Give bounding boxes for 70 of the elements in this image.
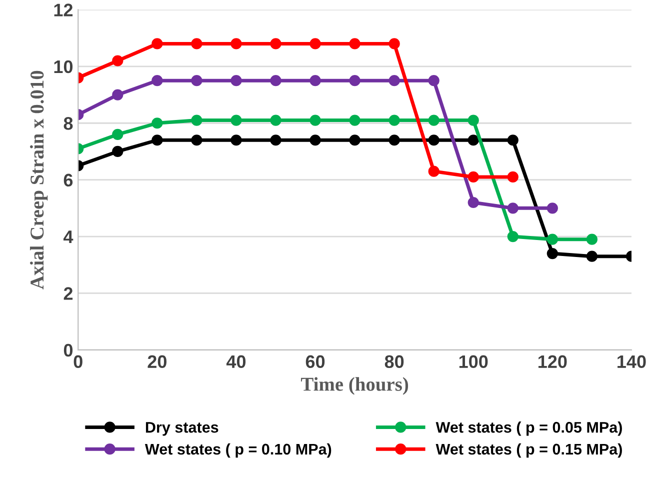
- point: [388, 114, 400, 126]
- point: [468, 134, 479, 146]
- point: [112, 128, 124, 140]
- point: [349, 114, 360, 126]
- point: [468, 196, 479, 208]
- point: [230, 114, 242, 126]
- point: [310, 38, 321, 50]
- y-tick-label: 8: [64, 117, 73, 130]
- point: [428, 134, 440, 146]
- point: [546, 234, 558, 245]
- point: [349, 38, 360, 50]
- legend-label: Wet states ( p = 0.05 MPa): [436, 422, 622, 436]
- point: [546, 202, 558, 214]
- point: [112, 146, 124, 158]
- x-axis-title: Time (hours): [300, 377, 408, 395]
- y-tick-label: 2: [64, 287, 73, 300]
- point: [112, 55, 124, 66]
- point: [507, 171, 518, 183]
- y-tick-label: 6: [64, 174, 73, 187]
- x-tick-label: 40: [226, 355, 246, 368]
- point: [191, 114, 202, 126]
- x-tick-label: 60: [306, 355, 325, 368]
- point: [468, 171, 479, 183]
- point: [270, 75, 282, 86]
- point: [310, 114, 321, 126]
- legend-label: Wet states ( p = 0.10 MPa): [144, 443, 332, 458]
- point: [349, 134, 360, 146]
- y-tick-label: 4: [63, 230, 74, 244]
- point: [270, 38, 282, 50]
- point: [349, 75, 360, 86]
- point: [191, 38, 202, 50]
- point: [152, 118, 163, 129]
- point: [388, 134, 400, 146]
- point: [270, 134, 282, 146]
- point: [191, 134, 202, 146]
- point: [388, 75, 400, 86]
- point: [310, 134, 321, 146]
- point: [152, 38, 163, 50]
- point: [152, 134, 163, 146]
- x-tick-label: 0: [74, 355, 82, 368]
- point: [388, 38, 400, 50]
- point: [507, 134, 518, 146]
- point: [152, 75, 163, 86]
- point: [230, 75, 242, 86]
- x-tick-label: 80: [384, 355, 404, 368]
- point: [468, 114, 479, 126]
- point: [428, 166, 440, 177]
- x-tick-label: 140: [618, 355, 646, 368]
- x-tick-label: 100: [459, 355, 488, 368]
- point: [428, 114, 440, 126]
- point: [230, 134, 242, 146]
- point: [310, 75, 321, 86]
- point: [546, 248, 558, 260]
- y-tick-label: 12: [54, 4, 73, 16]
- point: [507, 202, 518, 214]
- point: [230, 38, 242, 50]
- y-axis-title: Axial Creep Strain x 0.010: [30, 70, 48, 290]
- legend-label: Dry states: [146, 422, 218, 436]
- x-tick-label: 20: [148, 355, 166, 368]
- y-tick-label: 0: [64, 344, 73, 357]
- point: [507, 230, 518, 242]
- point: [428, 75, 440, 86]
- x-tick-label: 120: [538, 355, 567, 368]
- y-tick-label: 10: [54, 60, 73, 74]
- point: [191, 75, 202, 86]
- point: [112, 89, 124, 100]
- point: [270, 114, 282, 126]
- point: [586, 234, 598, 245]
- point: [586, 250, 598, 262]
- legend-label: Wet states ( p = 0.15 MPa): [436, 443, 622, 458]
